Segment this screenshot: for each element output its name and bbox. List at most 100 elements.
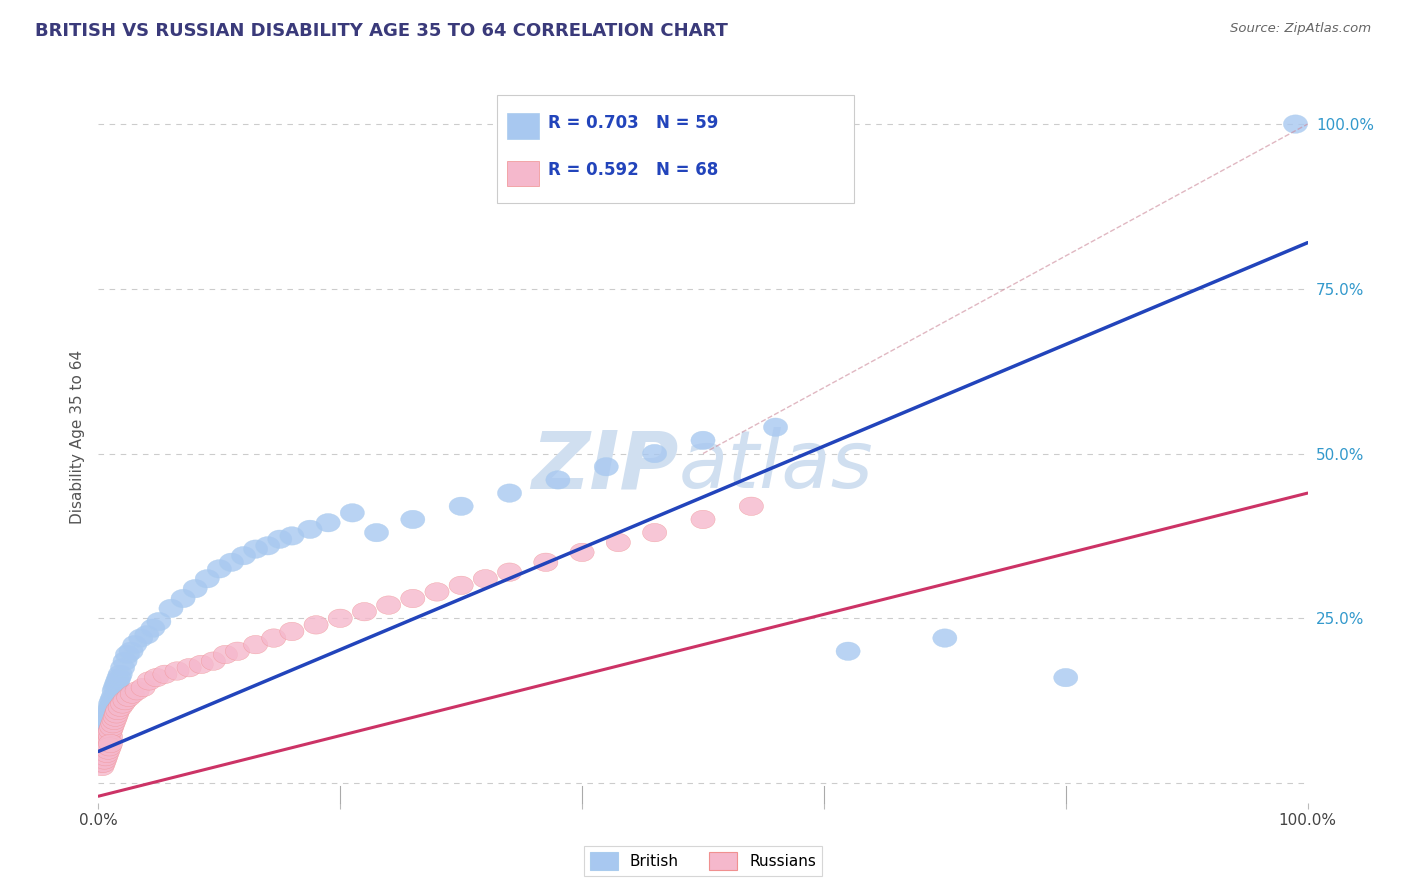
Ellipse shape — [219, 553, 243, 572]
Ellipse shape — [280, 623, 304, 640]
Ellipse shape — [172, 590, 195, 607]
Ellipse shape — [449, 497, 474, 516]
Ellipse shape — [97, 731, 121, 749]
Ellipse shape — [96, 728, 120, 746]
Ellipse shape — [94, 714, 120, 733]
Ellipse shape — [93, 741, 117, 759]
Ellipse shape — [90, 747, 114, 766]
Ellipse shape — [111, 658, 135, 677]
Ellipse shape — [98, 728, 122, 746]
Ellipse shape — [103, 708, 128, 726]
Ellipse shape — [101, 688, 125, 706]
Ellipse shape — [122, 635, 146, 654]
Ellipse shape — [94, 744, 120, 763]
Ellipse shape — [932, 629, 957, 648]
Ellipse shape — [97, 724, 121, 743]
Ellipse shape — [498, 563, 522, 582]
Ellipse shape — [112, 652, 138, 671]
Ellipse shape — [94, 718, 118, 736]
Ellipse shape — [256, 537, 280, 555]
Ellipse shape — [90, 757, 114, 776]
Ellipse shape — [201, 652, 225, 671]
Ellipse shape — [91, 731, 115, 749]
Ellipse shape — [449, 576, 474, 595]
Text: atlas: atlas — [679, 427, 873, 506]
Ellipse shape — [401, 510, 425, 529]
FancyBboxPatch shape — [508, 161, 538, 186]
Text: R = 0.592   N = 68: R = 0.592 N = 68 — [548, 161, 718, 179]
Ellipse shape — [425, 582, 449, 601]
FancyBboxPatch shape — [508, 113, 538, 138]
FancyBboxPatch shape — [498, 95, 855, 203]
Ellipse shape — [93, 747, 117, 766]
Ellipse shape — [145, 668, 169, 687]
Ellipse shape — [117, 688, 141, 706]
Ellipse shape — [108, 665, 132, 683]
Ellipse shape — [91, 751, 115, 769]
Ellipse shape — [120, 685, 145, 703]
Ellipse shape — [153, 665, 177, 683]
Ellipse shape — [94, 738, 120, 756]
Ellipse shape — [100, 718, 124, 736]
Ellipse shape — [96, 741, 120, 759]
Ellipse shape — [101, 714, 125, 733]
Ellipse shape — [94, 708, 120, 726]
Ellipse shape — [97, 701, 121, 720]
Ellipse shape — [316, 514, 340, 532]
Ellipse shape — [93, 724, 117, 743]
Ellipse shape — [96, 734, 120, 753]
Ellipse shape — [94, 738, 118, 756]
Ellipse shape — [146, 613, 172, 631]
Ellipse shape — [280, 526, 304, 545]
Text: R = 0.703   N = 59: R = 0.703 N = 59 — [548, 113, 718, 131]
Ellipse shape — [94, 734, 118, 753]
Ellipse shape — [340, 504, 364, 522]
Ellipse shape — [232, 547, 256, 565]
Ellipse shape — [104, 705, 129, 723]
Ellipse shape — [474, 569, 498, 588]
Ellipse shape — [125, 681, 149, 700]
Ellipse shape — [740, 497, 763, 516]
Ellipse shape — [353, 602, 377, 621]
Ellipse shape — [98, 734, 122, 753]
Ellipse shape — [207, 559, 232, 578]
Ellipse shape — [103, 711, 127, 730]
Ellipse shape — [89, 751, 112, 769]
Ellipse shape — [103, 681, 127, 700]
Ellipse shape — [105, 701, 129, 720]
Ellipse shape — [108, 698, 132, 716]
Ellipse shape — [129, 629, 153, 648]
Ellipse shape — [401, 590, 425, 607]
Ellipse shape — [690, 510, 716, 529]
Ellipse shape — [1053, 668, 1078, 687]
Ellipse shape — [90, 728, 114, 746]
Y-axis label: Disability Age 35 to 64: Disability Age 35 to 64 — [69, 350, 84, 524]
Ellipse shape — [131, 678, 155, 697]
Ellipse shape — [111, 695, 135, 714]
Ellipse shape — [94, 731, 120, 749]
Ellipse shape — [89, 741, 112, 759]
Ellipse shape — [115, 645, 139, 664]
Ellipse shape — [105, 672, 129, 690]
Ellipse shape — [377, 596, 401, 615]
Ellipse shape — [569, 543, 595, 562]
Ellipse shape — [94, 711, 118, 730]
Ellipse shape — [159, 599, 183, 617]
Ellipse shape — [94, 744, 118, 763]
Ellipse shape — [195, 569, 219, 588]
Ellipse shape — [91, 744, 115, 763]
Ellipse shape — [135, 625, 159, 644]
Ellipse shape — [183, 580, 207, 598]
Ellipse shape — [690, 431, 716, 450]
Ellipse shape — [138, 672, 162, 690]
Ellipse shape — [267, 530, 292, 549]
Ellipse shape — [94, 747, 118, 766]
Legend: British, Russians: British, Russians — [583, 846, 823, 876]
Ellipse shape — [595, 458, 619, 476]
Ellipse shape — [546, 471, 569, 489]
Ellipse shape — [643, 444, 666, 463]
Ellipse shape — [93, 738, 117, 756]
Ellipse shape — [104, 675, 129, 693]
Ellipse shape — [107, 668, 131, 687]
Ellipse shape — [98, 695, 122, 714]
